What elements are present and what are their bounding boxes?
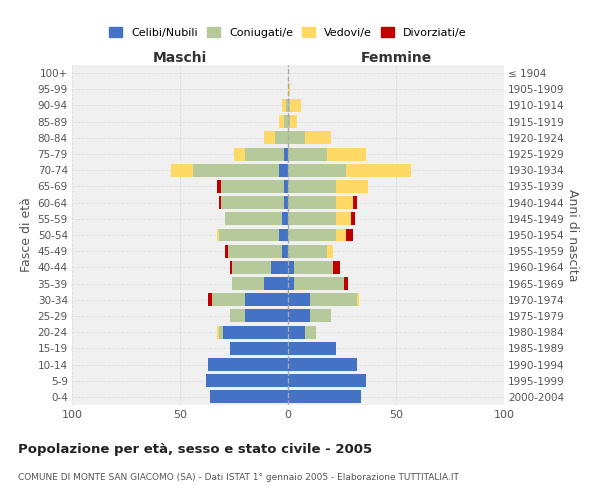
Bar: [288, 83, 290, 96]
Bar: [230, 310, 245, 322]
Bar: [219, 326, 223, 338]
Bar: [288, 196, 335, 209]
Bar: [232, 261, 271, 274]
Text: Popolazione per età, sesso e stato civile - 2005: Popolazione per età, sesso e stato civil…: [18, 442, 372, 456]
Bar: [288, 358, 357, 371]
Bar: [210, 390, 288, 404]
Bar: [290, 115, 296, 128]
Bar: [286, 99, 288, 112]
Bar: [230, 261, 232, 274]
Bar: [217, 326, 219, 338]
Bar: [227, 244, 281, 258]
Bar: [295, 261, 334, 274]
Bar: [221, 196, 284, 209]
Bar: [219, 228, 280, 241]
Bar: [305, 326, 316, 338]
Bar: [212, 294, 245, 306]
Bar: [221, 180, 284, 193]
Bar: [346, 228, 353, 241]
Bar: [357, 294, 359, 306]
Bar: [335, 212, 350, 226]
Text: COMUNE DI MONTE SAN GIACOMO (SA) - Dati ISTAT 1° gennaio 2005 - Elaborazione TUT: COMUNE DI MONTE SAN GIACOMO (SA) - Dati …: [18, 472, 459, 482]
Bar: [288, 294, 310, 306]
Bar: [264, 277, 288, 290]
Y-axis label: Anni di nascita: Anni di nascita: [566, 188, 579, 281]
Bar: [288, 374, 366, 387]
Bar: [264, 132, 275, 144]
Bar: [327, 244, 334, 258]
Bar: [193, 164, 280, 176]
Bar: [335, 196, 353, 209]
Y-axis label: Fasce di età: Fasce di età: [20, 198, 34, 272]
Bar: [305, 132, 331, 144]
Bar: [271, 261, 288, 274]
Bar: [288, 342, 335, 355]
Bar: [295, 277, 344, 290]
Bar: [172, 164, 193, 176]
Bar: [335, 228, 346, 241]
Bar: [288, 244, 327, 258]
Bar: [281, 99, 286, 112]
Bar: [275, 132, 288, 144]
Bar: [288, 132, 305, 144]
Bar: [288, 261, 295, 274]
Bar: [346, 164, 411, 176]
Bar: [281, 244, 288, 258]
Bar: [226, 244, 227, 258]
Bar: [284, 196, 288, 209]
Bar: [284, 180, 288, 193]
Bar: [288, 148, 327, 160]
Bar: [284, 148, 288, 160]
Bar: [230, 342, 288, 355]
Bar: [288, 99, 290, 112]
Bar: [290, 99, 301, 112]
Bar: [284, 115, 288, 128]
Bar: [280, 164, 288, 176]
Bar: [245, 148, 284, 160]
Bar: [208, 294, 212, 306]
Bar: [334, 261, 340, 274]
Bar: [280, 228, 288, 241]
Bar: [350, 212, 355, 226]
Bar: [288, 115, 290, 128]
Legend: Celibi/Nubili, Coniugati/e, Vedovi/e, Divorziati/e: Celibi/Nubili, Coniugati/e, Vedovi/e, Di…: [105, 23, 471, 42]
Bar: [353, 196, 357, 209]
Bar: [335, 180, 368, 193]
Bar: [245, 310, 288, 322]
Bar: [344, 277, 349, 290]
Bar: [219, 196, 221, 209]
Bar: [288, 164, 346, 176]
Bar: [288, 310, 310, 322]
Bar: [288, 277, 295, 290]
Bar: [245, 294, 288, 306]
Bar: [232, 277, 264, 290]
Bar: [223, 326, 288, 338]
Bar: [217, 228, 219, 241]
Bar: [310, 310, 331, 322]
Bar: [280, 115, 284, 128]
Bar: [310, 294, 357, 306]
Bar: [208, 358, 288, 371]
Bar: [327, 148, 366, 160]
Bar: [288, 180, 335, 193]
Bar: [234, 148, 245, 160]
Bar: [288, 228, 335, 241]
Text: Maschi: Maschi: [153, 51, 207, 65]
Bar: [226, 212, 281, 226]
Bar: [288, 212, 335, 226]
Bar: [288, 390, 361, 404]
Bar: [288, 326, 305, 338]
Text: Femmine: Femmine: [361, 51, 431, 65]
Bar: [206, 374, 288, 387]
Bar: [281, 212, 288, 226]
Bar: [217, 180, 221, 193]
